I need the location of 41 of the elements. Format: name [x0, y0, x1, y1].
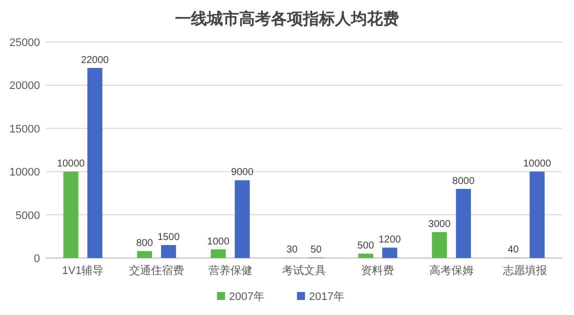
data-label: 1500 — [157, 232, 180, 244]
x-tick-label: 交通住宿费 — [129, 264, 184, 277]
data-label: 22000 — [80, 54, 110, 66]
data-label: 10000 — [523, 158, 552, 170]
y-tick-label: 25000 — [9, 37, 40, 49]
x-tick-label: 资料费 — [361, 264, 394, 277]
bar — [530, 172, 545, 258]
y-tick-label: 10000 — [9, 166, 40, 179]
bar — [137, 251, 152, 258]
y-tick-label: 15000 — [9, 123, 40, 136]
data-label: 800 — [136, 238, 154, 250]
legend-label: 2017年 — [309, 291, 344, 303]
bar — [234, 180, 250, 258]
data-label: 1200 — [378, 234, 402, 246]
x-tick-label: 营养保健 — [208, 264, 252, 277]
y-tick-label: 5000 — [16, 210, 40, 222]
data-label: 40 — [508, 244, 520, 256]
chart-title: 一线城市高考各项指标人均花费 — [175, 9, 399, 28]
data-label: 9000 — [231, 167, 254, 178]
y-tick-label: 20000 — [9, 80, 40, 92]
x-tick-label: 1V1辅导 — [62, 265, 104, 277]
data-label: 50 — [310, 244, 322, 256]
data-label: 1000 — [207, 236, 230, 248]
bar — [456, 188, 471, 258]
bar — [432, 232, 447, 258]
data-label: 3000 — [428, 219, 451, 230]
bar — [210, 249, 226, 258]
x-tick-label: 高考保姆 — [429, 264, 474, 277]
bar — [358, 254, 374, 258]
x-tick-label: 志愿填报 — [503, 264, 548, 277]
data-label: 500 — [357, 240, 374, 252]
data-label: 30 — [286, 244, 298, 256]
bar — [161, 245, 176, 258]
data-label: 10000 — [56, 158, 86, 170]
bar — [63, 172, 78, 258]
bar — [382, 248, 398, 258]
x-tick-label: 考试文具 — [282, 264, 326, 277]
data-label: 8000 — [452, 176, 475, 187]
y-tick-label: 0 — [34, 253, 40, 265]
legend-label: 2007年 — [229, 291, 264, 303]
bar — [87, 68, 102, 258]
